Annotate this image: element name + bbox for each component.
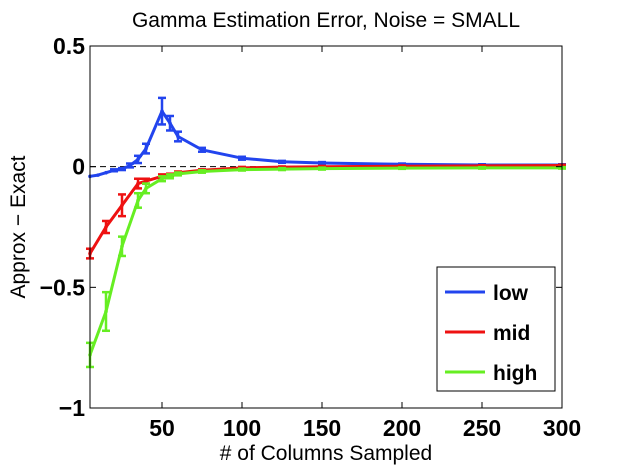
legend-label-high: high bbox=[493, 362, 537, 385]
y-tick-label: −0.5 bbox=[40, 274, 86, 300]
legend-box bbox=[436, 266, 556, 392]
data-point-low bbox=[96, 173, 100, 177]
data-point-low bbox=[200, 147, 204, 152]
data-point-low bbox=[320, 161, 324, 165]
data-point-low bbox=[160, 109, 164, 113]
data-point-high bbox=[168, 174, 172, 179]
data-point-low bbox=[240, 156, 244, 161]
data-point-mid bbox=[144, 179, 148, 183]
data-point-mid bbox=[136, 181, 140, 186]
x-tick-label: 250 bbox=[463, 415, 501, 441]
data-point-low bbox=[128, 163, 132, 168]
data-point-high bbox=[144, 186, 148, 191]
y-tick-label: 0.5 bbox=[53, 33, 85, 59]
y-axis-label: Approx − Exact bbox=[7, 155, 30, 298]
y-tick-label: −1 bbox=[59, 395, 85, 421]
data-point-high bbox=[176, 172, 180, 176]
data-point-high bbox=[400, 166, 404, 170]
data-point-high bbox=[104, 309, 108, 314]
chart-title: Gamma Estimation Error, Noise = SMALL bbox=[132, 9, 520, 32]
data-point-low bbox=[136, 157, 140, 162]
data-point-low bbox=[144, 146, 148, 151]
x-tick-label: 200 bbox=[383, 415, 421, 441]
x-tick-label: 150 bbox=[303, 415, 341, 441]
data-point-high bbox=[240, 167, 244, 172]
data-point-high bbox=[320, 166, 324, 171]
x-tick-label: 50 bbox=[149, 415, 175, 441]
data-point-high bbox=[120, 244, 124, 249]
legend-label-low: low bbox=[493, 282, 529, 305]
data-point-low bbox=[168, 121, 172, 126]
x-tick-label: 100 bbox=[223, 415, 261, 441]
x-tick-label: 300 bbox=[543, 415, 581, 441]
data-point-low bbox=[120, 167, 124, 171]
tick-layer: 50 100 150 200 250 300 0.5 0 −0.5 −1 bbox=[40, 33, 582, 441]
data-point-high bbox=[160, 176, 164, 181]
data-point-low bbox=[280, 160, 284, 164]
data-point-low bbox=[176, 134, 180, 139]
x-axis-label: # of Columns Sampled bbox=[220, 442, 432, 465]
data-point-mid bbox=[120, 203, 124, 208]
plot-frame bbox=[89, 45, 563, 409]
data-point-high bbox=[200, 169, 204, 174]
data-point-high bbox=[136, 198, 140, 203]
legend: low mid high bbox=[436, 266, 556, 392]
data-point-low bbox=[112, 168, 116, 173]
data-point-high bbox=[280, 167, 284, 171]
data-point-low bbox=[104, 170, 108, 175]
data-point-mid bbox=[104, 225, 108, 229]
legend-label-mid: mid bbox=[493, 322, 530, 345]
y-tick-label: 0 bbox=[72, 154, 85, 180]
data-point-high bbox=[480, 166, 484, 170]
